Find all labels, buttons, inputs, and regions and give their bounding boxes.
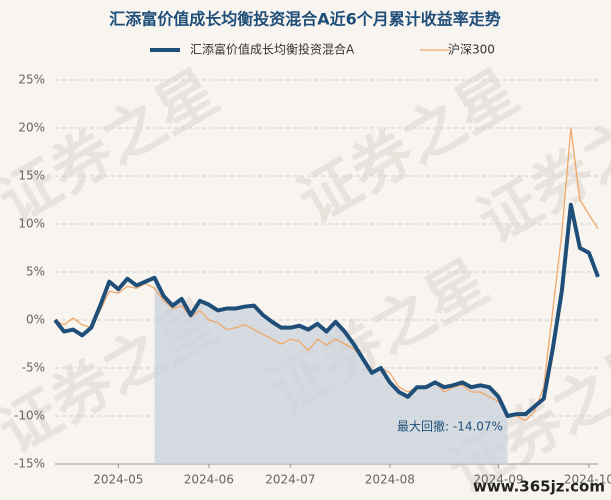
y-tick-label: 0%: [26, 313, 45, 327]
y-tick-label: 25%: [18, 73, 45, 87]
x-tick-label: 2024-07: [265, 473, 315, 487]
legend-label: 沪深300: [448, 43, 495, 57]
x-tick-label: 2024-10: [564, 473, 611, 487]
chart-title: 汇添富价值成长均衡投资混合A近6个月累计收益率走势: [109, 10, 501, 29]
y-tick-label: -5%: [22, 361, 45, 375]
x-tick-label: 2024-05: [93, 473, 143, 487]
legend-label: 汇添富价值成长均衡投资混合A: [190, 42, 355, 57]
y-tick-label: 10%: [18, 217, 45, 231]
y-tick-label: -15%: [14, 457, 45, 471]
drawdown-label: 最大回撤: -14.07%: [397, 419, 503, 434]
x-tick-label: 2024-09: [473, 473, 523, 487]
y-tick-label: 5%: [26, 265, 45, 279]
x-tick-label: 2024-08: [365, 473, 415, 487]
x-tick-label: 2024-06: [184, 473, 234, 487]
drawdown-area: [154, 277, 508, 464]
series-line: [53, 202, 600, 418]
y-tick-label: -10%: [14, 409, 45, 423]
y-tick-label: 15%: [18, 169, 45, 183]
source: www.365jz.com: [473, 478, 605, 496]
y-tick-label: 20%: [18, 121, 45, 135]
